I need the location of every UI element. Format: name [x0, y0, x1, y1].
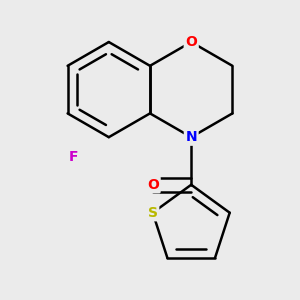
Text: O: O — [185, 35, 197, 49]
Text: N: N — [185, 130, 197, 144]
Text: O: O — [147, 178, 159, 192]
Text: S: S — [148, 206, 158, 220]
Text: F: F — [69, 150, 79, 164]
